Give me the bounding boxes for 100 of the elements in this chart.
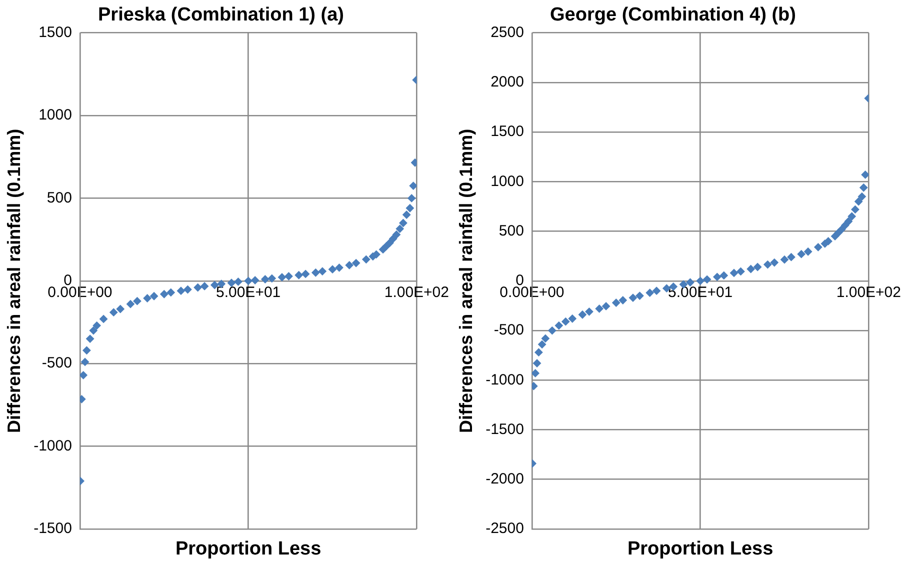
point bbox=[736, 267, 745, 276]
x-axis-title: Proportion Less bbox=[627, 538, 774, 560]
point bbox=[318, 267, 326, 276]
point bbox=[534, 348, 543, 356]
point bbox=[409, 182, 417, 190]
point bbox=[345, 261, 354, 270]
point bbox=[89, 326, 98, 335]
point bbox=[392, 230, 400, 239]
point bbox=[720, 271, 728, 280]
y-tick-label: -500 bbox=[494, 322, 524, 339]
point bbox=[80, 371, 88, 380]
point bbox=[284, 272, 293, 280]
point bbox=[548, 326, 556, 335]
point bbox=[166, 288, 175, 296]
point bbox=[234, 278, 242, 286]
point bbox=[399, 219, 408, 228]
point bbox=[858, 192, 866, 201]
point bbox=[824, 237, 832, 246]
y-tick-label: -2500 bbox=[486, 520, 524, 538]
point bbox=[764, 260, 772, 269]
point bbox=[646, 288, 654, 297]
point bbox=[861, 170, 869, 179]
point bbox=[244, 276, 252, 285]
point bbox=[541, 334, 550, 342]
point bbox=[406, 204, 414, 212]
point bbox=[814, 243, 822, 252]
point bbox=[92, 322, 101, 330]
y-tick-label: 500 bbox=[498, 222, 524, 240]
point bbox=[578, 310, 586, 319]
y-tick-label: 2500 bbox=[490, 24, 524, 41]
point bbox=[848, 212, 856, 220]
point bbox=[628, 294, 637, 302]
point bbox=[176, 286, 185, 295]
point bbox=[854, 198, 863, 206]
x-tick-label: 5.00E+01 bbox=[216, 284, 281, 302]
point bbox=[754, 263, 762, 272]
y-axis-title: Differences in areal rainfall (0.1mm) bbox=[456, 128, 476, 433]
point bbox=[251, 276, 260, 284]
point bbox=[302, 270, 310, 278]
y-tick-label: -1500 bbox=[34, 520, 72, 538]
point bbox=[150, 292, 158, 300]
point bbox=[770, 258, 778, 267]
y-tick-label: -2000 bbox=[486, 470, 524, 488]
y-tick-label: 2000 bbox=[490, 74, 524, 91]
y-tick-label: 500 bbox=[46, 189, 72, 206]
point bbox=[184, 286, 192, 294]
point bbox=[844, 217, 852, 226]
point bbox=[860, 184, 868, 192]
point bbox=[618, 296, 627, 304]
point bbox=[335, 264, 344, 272]
y-tick-label: -1000 bbox=[34, 437, 72, 454]
y-axis-title: Differences in areal rainfall (0.1mm) bbox=[4, 128, 24, 433]
point bbox=[143, 294, 152, 302]
point bbox=[116, 305, 124, 314]
point bbox=[200, 282, 209, 290]
point bbox=[194, 284, 202, 292]
point bbox=[352, 259, 360, 268]
point bbox=[533, 359, 542, 368]
point bbox=[86, 334, 94, 343]
point bbox=[554, 322, 563, 330]
point bbox=[126, 300, 134, 308]
point bbox=[612, 298, 620, 307]
point bbox=[402, 210, 411, 219]
point bbox=[312, 268, 320, 277]
point bbox=[602, 302, 610, 310]
point bbox=[81, 358, 90, 366]
point bbox=[261, 275, 270, 284]
y-tick-label: 1500 bbox=[490, 123, 524, 140]
point bbox=[730, 268, 738, 277]
point bbox=[686, 278, 694, 286]
point bbox=[713, 272, 722, 281]
point bbox=[538, 340, 546, 348]
point bbox=[328, 265, 336, 274]
point bbox=[386, 238, 394, 247]
point bbox=[100, 314, 108, 323]
point bbox=[787, 253, 796, 262]
point bbox=[652, 286, 661, 295]
point bbox=[595, 304, 604, 313]
point bbox=[294, 271, 303, 280]
point bbox=[838, 225, 846, 234]
point bbox=[278, 273, 286, 282]
point bbox=[746, 264, 755, 273]
point bbox=[851, 205, 860, 214]
y-tick-label: -1000 bbox=[486, 371, 524, 388]
point bbox=[160, 290, 168, 298]
point bbox=[797, 250, 806, 258]
y-tick-label: -500 bbox=[42, 354, 72, 372]
x-tick-label: 1.00E+02 bbox=[384, 284, 450, 302]
point bbox=[780, 256, 788, 264]
x-axis-title: Proportion Less bbox=[175, 538, 322, 560]
point bbox=[696, 276, 704, 285]
point bbox=[396, 224, 404, 233]
y-tick-label: 1500 bbox=[38, 24, 72, 41]
x-tick-label: 1.00E+02 bbox=[836, 284, 902, 302]
point bbox=[389, 234, 398, 243]
x-tick-label: 5.00E+01 bbox=[668, 284, 733, 302]
point bbox=[133, 297, 142, 306]
point bbox=[82, 346, 91, 354]
y-tick-label: 1000 bbox=[38, 106, 72, 124]
point bbox=[408, 194, 416, 202]
